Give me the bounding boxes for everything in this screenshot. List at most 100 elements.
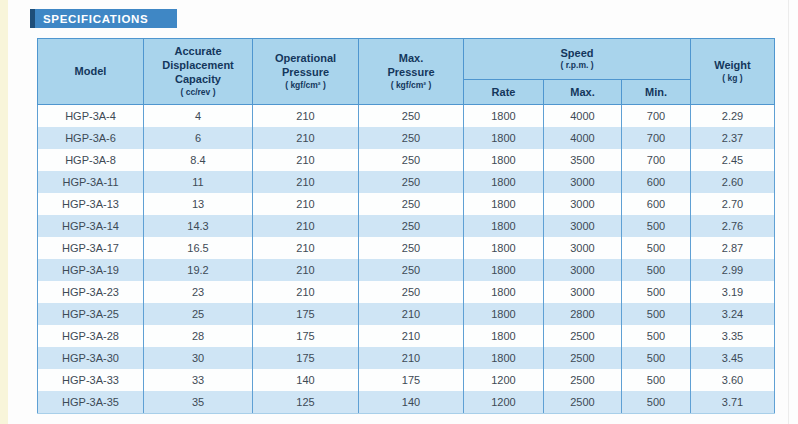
cell-speed-rate: 1200 [464, 369, 544, 391]
cell-speed-max: 2500 [544, 325, 622, 347]
cell-weight: 3.45 [691, 347, 775, 369]
cell-max-pressure: 250 [359, 215, 464, 237]
cell-max-pressure: 250 [359, 149, 464, 171]
table-row: HGP-3A-2828175210180025005003.35 [38, 325, 775, 347]
table-row: HGP-3A-88.4210250180035007002.45 [38, 149, 775, 171]
cell-model: HGP-3A-25 [38, 303, 144, 325]
cell-speed-max: 2800 [544, 303, 622, 325]
cell-speed-min: 700 [622, 127, 691, 149]
cell-speed-rate: 1800 [464, 281, 544, 303]
cell-speed-min: 500 [622, 303, 691, 325]
cell-max-pressure: 250 [359, 259, 464, 281]
cell-speed-rate: 1800 [464, 105, 544, 128]
cell-speed-min: 500 [622, 281, 691, 303]
cell-speed-max: 4000 [544, 127, 622, 149]
cell-model: HGP-3A-13 [38, 193, 144, 215]
cell-max-pressure: 250 [359, 281, 464, 303]
cell-speed-rate: 1800 [464, 193, 544, 215]
cell-operational-pressure: 125 [253, 391, 359, 414]
table-row: HGP-3A-66210250180040007002.37 [38, 127, 775, 149]
cell-speed-rate: 1200 [464, 391, 544, 414]
table-row: HGP-3A-3030175210180025005003.45 [38, 347, 775, 369]
cell-max-pressure: 210 [359, 325, 464, 347]
cell-speed-max: 2500 [544, 369, 622, 391]
cell-speed-min: 700 [622, 149, 691, 171]
cell-speed-max: 3000 [544, 171, 622, 193]
cell-model: HGP-3A-17 [38, 237, 144, 259]
cell-capacity: 8.4 [144, 149, 253, 171]
col-header-weight: Weight ( kg ) [691, 39, 775, 105]
cell-model: HGP-3A-33 [38, 369, 144, 391]
table-row: HGP-3A-44210250180040007002.29 [38, 105, 775, 128]
table-row: HGP-3A-1313210250180030006002.70 [38, 193, 775, 215]
cell-operational-pressure: 210 [253, 171, 359, 193]
cell-capacity: 14.3 [144, 215, 253, 237]
cell-weight: 3.24 [691, 303, 775, 325]
cell-speed-min: 700 [622, 105, 691, 128]
page-edge-line [788, 0, 789, 424]
cell-capacity: 28 [144, 325, 253, 347]
cell-max-pressure: 250 [359, 105, 464, 128]
cell-speed-min: 600 [622, 171, 691, 193]
cell-speed-max: 4000 [544, 105, 622, 128]
cell-weight: 2.99 [691, 259, 775, 281]
table-row: HGP-3A-1716.5210250180030005002.87 [38, 237, 775, 259]
cell-speed-rate: 1800 [464, 303, 544, 325]
cell-weight: 2.29 [691, 105, 775, 128]
table-row: HGP-3A-2525175210180028005003.24 [38, 303, 775, 325]
cell-capacity: 35 [144, 391, 253, 414]
cell-operational-pressure: 210 [253, 215, 359, 237]
cell-speed-min: 500 [622, 215, 691, 237]
cell-model: HGP-3A-14 [38, 215, 144, 237]
col-header-max-pressure: Max. Pressure ( kgf/cm² ) [359, 39, 464, 105]
col-header-speed-max: Max. [544, 80, 622, 105]
cell-model: HGP-3A-19 [38, 259, 144, 281]
cell-speed-rate: 1800 [464, 237, 544, 259]
cell-speed-max: 2500 [544, 391, 622, 414]
cell-speed-rate: 1800 [464, 149, 544, 171]
cell-model: HGP-3A-30 [38, 347, 144, 369]
cell-capacity: 4 [144, 105, 253, 128]
cell-operational-pressure: 210 [253, 149, 359, 171]
cell-speed-max: 3000 [544, 237, 622, 259]
cell-speed-rate: 1800 [464, 259, 544, 281]
cell-model: HGP-3A-11 [38, 171, 144, 193]
table-row: HGP-3A-1414.3210250180030005002.76 [38, 215, 775, 237]
cell-speed-min: 500 [622, 391, 691, 414]
cell-weight: 2.45 [691, 149, 775, 171]
cell-weight: 3.35 [691, 325, 775, 347]
cell-capacity: 30 [144, 347, 253, 369]
cell-operational-pressure: 140 [253, 369, 359, 391]
cell-max-pressure: 175 [359, 369, 464, 391]
table-row: HGP-3A-2323210250180030005003.19 [38, 281, 775, 303]
cell-capacity: 6 [144, 127, 253, 149]
cell-capacity: 23 [144, 281, 253, 303]
col-header-speed: Speed ( r.p.m. ) [464, 39, 691, 80]
cell-speed-max: 2500 [544, 347, 622, 369]
cell-capacity: 19.2 [144, 259, 253, 281]
cell-model: HGP-3A-28 [38, 325, 144, 347]
table-row: HGP-3A-1919.2210250180030005002.99 [38, 259, 775, 281]
cell-capacity: 16.5 [144, 237, 253, 259]
col-header-model: Model [38, 39, 144, 105]
section-title: SPECIFICATIONS [43, 13, 148, 25]
cell-speed-max: 3000 [544, 215, 622, 237]
cell-speed-max: 3000 [544, 281, 622, 303]
cell-model: HGP-3A-4 [38, 105, 144, 128]
cell-max-pressure: 250 [359, 193, 464, 215]
cell-capacity: 25 [144, 303, 253, 325]
cell-speed-rate: 1800 [464, 325, 544, 347]
cell-capacity: 11 [144, 171, 253, 193]
specifications-table: Model Accurate Displacement Capacity ( c… [37, 38, 775, 414]
cell-max-pressure: 210 [359, 347, 464, 369]
cell-weight: 2.60 [691, 171, 775, 193]
table-row: HGP-3A-3535125140120025005003.71 [38, 391, 775, 414]
cell-model: HGP-3A-8 [38, 149, 144, 171]
cell-speed-rate: 1800 [464, 347, 544, 369]
cell-model: HGP-3A-35 [38, 391, 144, 414]
cell-speed-rate: 1800 [464, 215, 544, 237]
cell-model: HGP-3A-23 [38, 281, 144, 303]
section-title-bar: SPECIFICATIONS [30, 9, 177, 28]
col-header-speed-rate: Rate [464, 80, 544, 105]
cell-speed-min: 500 [622, 347, 691, 369]
